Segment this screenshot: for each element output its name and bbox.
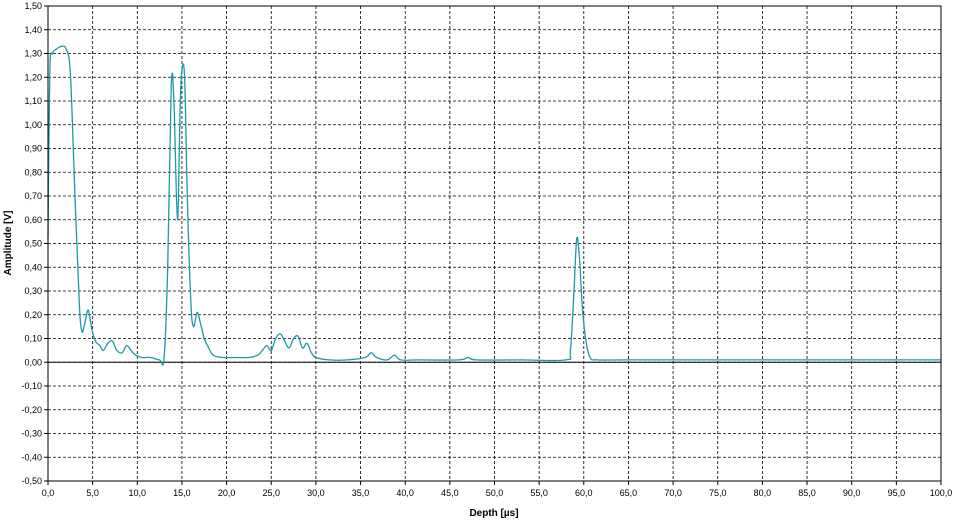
y-tick-label: -0,20 bbox=[21, 405, 42, 415]
x-tick-label: 40,0 bbox=[396, 488, 414, 498]
x-tick-label: 65,0 bbox=[620, 488, 638, 498]
x-axis-title: Depth [µs] bbox=[469, 508, 518, 519]
y-tick-label: -0,40 bbox=[21, 452, 42, 462]
x-tick-label: 20,0 bbox=[218, 488, 236, 498]
y-tick-label: -0,30 bbox=[21, 429, 42, 439]
x-axis-ticks: 0,0 5,0 10,0 15,0 20,0 25,0 30,0 35,0 40,0 45,0 50… bbox=[42, 481, 953, 498]
x-tick-label: 0,0 bbox=[42, 488, 55, 498]
x-tick-label: 5,0 bbox=[86, 488, 99, 498]
y-tick-label: 0,60 bbox=[24, 215, 42, 225]
y-tick-label: 1,20 bbox=[24, 72, 42, 82]
y-tick-label: -0,10 bbox=[21, 381, 42, 391]
y-tick-label: 0,30 bbox=[24, 286, 42, 296]
x-tick-label: 55,0 bbox=[530, 488, 548, 498]
y-axis-ticks: 1,50 1,40 1,30 1,20 1,10 1,00 0,90 0,80 0,70 0,60… bbox=[21, 1, 48, 486]
y-tick-label: 0,40 bbox=[24, 262, 42, 272]
y-tick-label: 1,40 bbox=[24, 25, 42, 35]
y-tick-label: 0,90 bbox=[24, 144, 42, 154]
x-tick-label: 15,0 bbox=[173, 488, 191, 498]
y-tick-label: 1,10 bbox=[24, 96, 42, 106]
y-tick-label: -0,50 bbox=[21, 476, 42, 486]
y-tick-label: 0,80 bbox=[24, 167, 42, 177]
amplitude-series-line bbox=[47, 45, 941, 366]
y-tick-label: 0,70 bbox=[24, 191, 42, 201]
x-tick-label: 75,0 bbox=[709, 488, 727, 498]
y-tick-label: 1,50 bbox=[24, 1, 42, 11]
y-tick-label: 0,50 bbox=[24, 239, 42, 249]
y-axis-title: Amplitude [V] bbox=[3, 211, 14, 276]
x-tick-label: 85,0 bbox=[798, 488, 816, 498]
x-tick-label: 95,0 bbox=[888, 488, 906, 498]
y-tick-label: 0,00 bbox=[24, 357, 42, 367]
x-tick-label: 70,0 bbox=[664, 488, 682, 498]
x-tick-label: 35,0 bbox=[352, 488, 370, 498]
x-tick-label: 10,0 bbox=[129, 488, 147, 498]
y-tick-label: 0,10 bbox=[24, 334, 42, 344]
x-tick-label: 80,0 bbox=[754, 488, 772, 498]
x-tick-label: 60,0 bbox=[575, 488, 593, 498]
x-tick-label: 25,0 bbox=[262, 488, 280, 498]
x-tick-label: 90,0 bbox=[843, 488, 861, 498]
x-tick-label: 50,0 bbox=[486, 488, 504, 498]
x-tick-label: 45,0 bbox=[441, 488, 459, 498]
y-tick-label: 0,20 bbox=[24, 310, 42, 320]
x-tick-label: 30,0 bbox=[307, 488, 325, 498]
y-tick-label: 1,00 bbox=[24, 120, 42, 130]
y-tick-label: 1,30 bbox=[24, 49, 42, 59]
x-tick-label: 100,0 bbox=[930, 488, 953, 498]
